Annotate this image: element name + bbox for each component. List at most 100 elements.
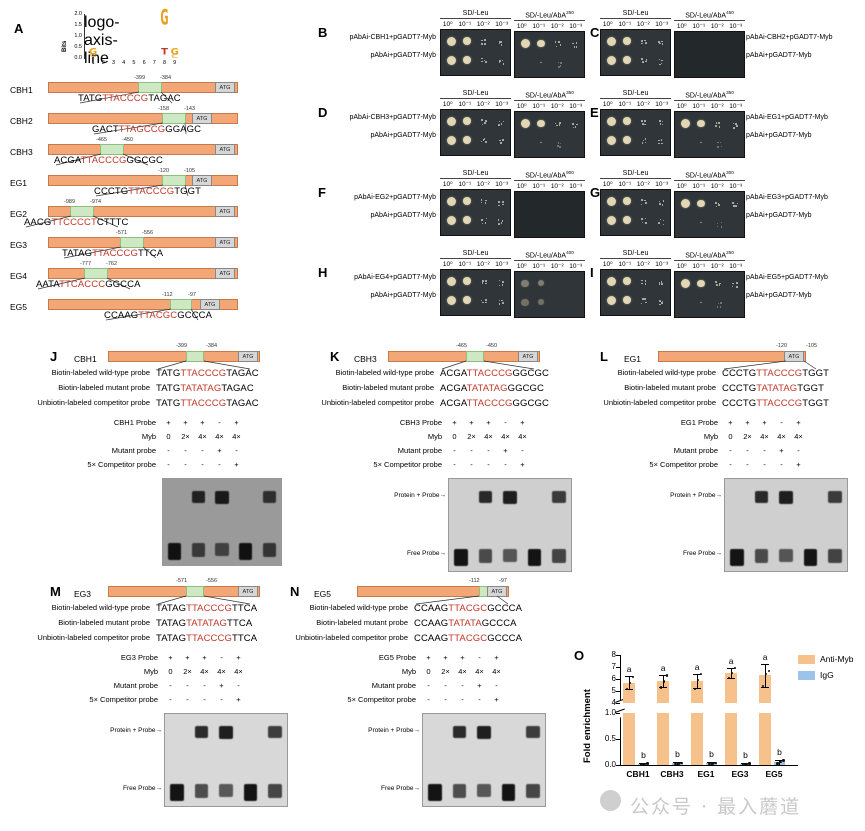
seq-pre: GACT bbox=[92, 124, 119, 135]
dilution-row-I-1: 10⁰ 10⁻¹ 10⁻² 10⁻³ bbox=[674, 261, 745, 270]
colony-spot bbox=[481, 219, 483, 221]
colony-spot bbox=[558, 41, 560, 43]
colony-spot bbox=[502, 204, 504, 206]
cond-values-M-1: + + + - + bbox=[162, 653, 247, 662]
cond-values-N-4: - - - - + bbox=[420, 695, 505, 704]
dilution-row-E-1: 10⁰ 10⁻¹ 10⁻² 10⁻³ bbox=[674, 101, 745, 110]
colony-spot bbox=[641, 43, 643, 45]
plate-block-F-selective: SD/-Leu/AbA900 10⁰ 10⁻¹ 10⁻² 10⁻³ bbox=[514, 170, 585, 238]
cond-cell-2: - bbox=[463, 460, 480, 469]
cond-cell-1: 0 bbox=[446, 432, 463, 441]
dilution-3: 10⁻² bbox=[637, 100, 650, 108]
dilution-4: 10⁻³ bbox=[729, 102, 742, 110]
dilution-2: 10⁻¹ bbox=[618, 20, 631, 28]
seq-post: TAGAC bbox=[226, 398, 259, 409]
colony-spot bbox=[717, 306, 719, 308]
free-probe-band-lane1 bbox=[454, 549, 468, 566]
cond-cell-5: + bbox=[228, 460, 245, 469]
sig-letter-igg-CBH1: b bbox=[635, 750, 651, 760]
colony-spot bbox=[697, 120, 705, 128]
seq-motif: TATATAG bbox=[756, 383, 797, 394]
cond-values-K-2: 0 2× 4× 4× 4× bbox=[446, 432, 531, 441]
colony-spot bbox=[645, 302, 647, 304]
probe-row-label-N-3: Unbiotin-labeled competitor probe bbox=[254, 633, 408, 642]
datapoint-igg bbox=[776, 762, 778, 764]
gel-tag-free-N: Free Probe→ bbox=[360, 785, 420, 792]
colony-spot bbox=[463, 136, 471, 144]
colony-spot bbox=[447, 117, 456, 126]
y-axis-label: Fold enrichment bbox=[582, 689, 593, 763]
colony-spot bbox=[623, 117, 631, 125]
dilution-4: 10⁻³ bbox=[655, 180, 668, 188]
legend-label-Anti-Myb: Anti-Myb bbox=[820, 654, 854, 664]
free-probe-band-lane5 bbox=[552, 549, 566, 563]
cond-values-N-1: + + + - + bbox=[420, 653, 505, 662]
errorcap-top bbox=[761, 664, 769, 665]
cond-cell-3: + bbox=[480, 418, 497, 427]
colony-spot bbox=[623, 136, 631, 144]
dilution-4: 10⁻³ bbox=[569, 102, 582, 110]
plate-image-F-sel bbox=[514, 191, 585, 238]
colony-spot bbox=[721, 226, 723, 228]
colony-spot bbox=[499, 303, 501, 305]
dilution-3: 10⁻² bbox=[551, 182, 564, 190]
probe-row-label-N-2: Biotin-labeled mutant probe bbox=[254, 618, 408, 627]
y1h-row-label-B-1: pAbAi-CBH1+pGADT7-Myb bbox=[328, 34, 436, 41]
seq-pre: CCAAG bbox=[414, 618, 448, 629]
colony-spot bbox=[658, 143, 660, 145]
logo-ytick: 0.0 bbox=[66, 55, 82, 61]
plate-title-F-sel: SD/-Leu/AbA900 bbox=[514, 170, 585, 181]
logo-pos-1: 1 bbox=[88, 60, 98, 66]
cond-cell-5: 4× bbox=[514, 432, 531, 441]
colony-spot bbox=[481, 300, 483, 302]
cond-cell-2: - bbox=[437, 695, 454, 704]
colony-spot bbox=[576, 124, 578, 126]
dilution-row-G-0: 10⁰ 10⁻¹ 10⁻² 10⁻³ bbox=[600, 179, 671, 188]
logo-pos-2: 2 bbox=[98, 60, 108, 66]
colony-spot bbox=[645, 61, 647, 63]
colony-spot bbox=[644, 124, 646, 126]
probe-seq-L-2: CCCTGTATATAGTGGT bbox=[722, 383, 824, 394]
dilution-1: 10⁰ bbox=[443, 20, 453, 28]
colony-spot bbox=[644, 200, 646, 202]
panel-letter-G: G bbox=[590, 186, 600, 199]
dilution-4: 10⁻³ bbox=[655, 100, 668, 108]
colony-spot bbox=[463, 117, 471, 125]
cond-label-N-2: Myb bbox=[262, 667, 416, 676]
plate-title-C-ctrl: SD/-Leu bbox=[600, 10, 671, 19]
plate-image-I-sel bbox=[674, 271, 745, 318]
sig-letter-igg-CBH3: b bbox=[669, 749, 685, 759]
cond-cell-3: - bbox=[756, 460, 773, 469]
colony-spot bbox=[645, 142, 647, 144]
y1h-row-label-C-1: pAbAi-CBH2+pGADT7-Myb bbox=[746, 34, 854, 41]
colony-spot bbox=[660, 123, 662, 125]
free-probe-band-lane4 bbox=[502, 784, 516, 801]
colony-spot bbox=[498, 201, 500, 203]
bar-antimyb-lower-EG1 bbox=[691, 713, 703, 765]
cond-label-J-2: Myb bbox=[22, 432, 156, 441]
cond-values-L-2: 0 2× 4× 4× 4× bbox=[722, 432, 807, 441]
cond-label-L-3: Mutant probe bbox=[572, 446, 718, 455]
plate-title-I-ctrl: SD/-Leu bbox=[600, 250, 671, 259]
colony-spot bbox=[502, 201, 504, 203]
colony-spot bbox=[537, 120, 545, 128]
ytick-upper-8: 8 bbox=[594, 650, 616, 659]
dilution-3: 10⁻² bbox=[477, 180, 490, 188]
colony-spot bbox=[576, 46, 578, 48]
colony-spot bbox=[716, 122, 718, 124]
cond-cell-3: 4× bbox=[194, 432, 211, 441]
datapoint-igg bbox=[779, 761, 781, 763]
gel-tag-free-K: Free Probe→ bbox=[386, 550, 446, 557]
dilution-1: 10⁰ bbox=[677, 102, 687, 110]
logo-pos-5: 5 bbox=[129, 60, 139, 66]
cond-cell-3: + bbox=[194, 418, 211, 427]
colony-spot bbox=[663, 220, 665, 222]
colony-spot bbox=[662, 121, 664, 123]
colony-spot bbox=[503, 63, 505, 65]
seq-post: GGCGC bbox=[127, 155, 163, 166]
plate-title-B-ctrl: SD/-Leu bbox=[440, 10, 511, 19]
aba-concentration: 350 bbox=[726, 90, 734, 95]
y1h-panel-E: EpAbAi-EG1+pGADT7-Myb pAbAi+pGADT7-Myb SD/… bbox=[590, 88, 862, 166]
y1h-panel-I: IpAbAi-EG5+pGADT7-Myb pAbAi+pGADT7-Myb SD/… bbox=[590, 248, 862, 326]
colony-spot bbox=[481, 61, 483, 63]
